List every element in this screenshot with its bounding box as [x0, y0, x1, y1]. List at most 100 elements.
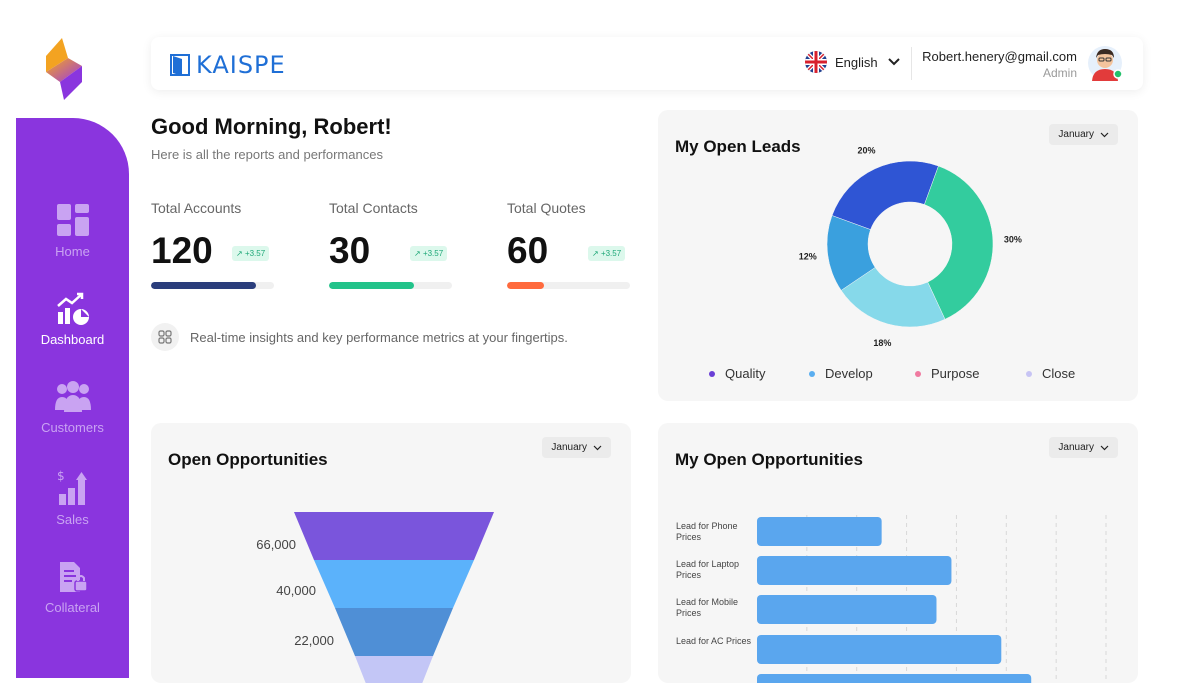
insight-text: Real-time insights and key performance m…: [190, 329, 568, 345]
progress-bar: [329, 282, 452, 289]
legend-label: Purpose: [931, 366, 980, 381]
stat-total-quotes: Total Quotes 60 ↗ +3.57: [507, 200, 632, 289]
svg-text:$: $: [57, 469, 65, 483]
legend-dot: [915, 370, 921, 377]
chevron-down-icon: [1100, 132, 1109, 137]
legend-label: Close: [1042, 366, 1076, 381]
month-dropdown[interactable]: January: [542, 437, 611, 458]
sidebar-item-label: Home: [55, 244, 90, 259]
sidebar: Home Dashboard Customers: [16, 118, 129, 678]
sidebar-item-collateral[interactable]: Collateral: [16, 560, 129, 615]
card-my-open-opportunities: My Open Opportunities January Lead for P…: [658, 423, 1138, 683]
month-label: January: [1058, 129, 1094, 140]
month-label: January: [551, 442, 587, 453]
legend-dot: [809, 370, 815, 377]
bar[interactable]: [757, 595, 937, 624]
stat-label: Total Quotes: [507, 200, 586, 216]
card-title: Open Opportunities: [168, 450, 328, 469]
funnel-label: 40,000: [276, 583, 316, 598]
donut-slice[interactable]: [831, 160, 939, 230]
user-role: Admin: [1042, 66, 1077, 80]
bar-category-label: Lead for Phone Prices: [676, 521, 738, 542]
sidebar-item-label: Sales: [56, 512, 89, 527]
chevron-down-icon: [887, 58, 900, 66]
stat-value: 30: [329, 230, 371, 271]
bar[interactable]: [757, 635, 1002, 664]
bar[interactable]: [757, 517, 882, 546]
trend-badge: ↗ +3.57: [232, 246, 270, 261]
donut-slice[interactable]: [924, 165, 994, 320]
page-title: Good Morning, Robert!: [151, 114, 392, 139]
stat-value: 120: [151, 230, 213, 271]
funnel-segment[interactable]: [294, 512, 494, 560]
top-header: KAISPE English Robert.henery@: [151, 37, 1143, 90]
customers-group-icon: [54, 381, 91, 412]
trend-value: +3.57: [244, 249, 266, 258]
page-subtitle: Here is all the reports and performances: [151, 147, 383, 162]
bar-category-label: Lead for AC Prices: [676, 636, 752, 646]
brand-door-icon: [170, 54, 190, 76]
donut-chart: 20% 30% 18% 12%: [799, 146, 1022, 349]
progress-fill: [151, 282, 256, 289]
trend-badge: ↗ +3.57: [410, 246, 448, 261]
donut-slice[interactable]: [840, 267, 946, 328]
bar-category-label: Lead for Laptop Prices: [676, 559, 740, 580]
uk-flag-icon: [805, 51, 827, 73]
legend-item-purpose: Purpose: [915, 366, 979, 381]
sidebar-item-customers[interactable]: Customers: [16, 380, 129, 435]
sales-bar-icon: $: [57, 469, 87, 505]
legend-dot: [709, 370, 715, 377]
avatar[interactable]: [1087, 45, 1123, 81]
stat-label: Total Contacts: [329, 200, 418, 216]
card-title: My Open Opportunities: [675, 450, 863, 469]
progress-fill: [329, 282, 414, 289]
bar[interactable]: [757, 674, 1032, 683]
funnel-segment[interactable]: [355, 656, 433, 683]
app-logo[interactable]: [40, 36, 88, 102]
trend-value: +3.57: [600, 249, 622, 258]
funnel-segment[interactable]: [314, 560, 474, 608]
card-open-opportunities: Open Opportunities January 66,000 40,000…: [151, 423, 631, 683]
insight-note: Real-time insights and key performance m…: [151, 323, 568, 351]
donut-slice-label: 30%: [1004, 235, 1022, 245]
trend-value: +3.57: [422, 249, 444, 258]
collateral-doc-icon: [59, 562, 88, 592]
donut-slice-label: 18%: [873, 338, 891, 348]
progress-fill: [507, 282, 544, 289]
funnel-label: 22,000: [294, 633, 334, 648]
legend-item-quality: Quality: [709, 366, 765, 381]
legend-label: Quality: [725, 366, 766, 381]
bar[interactable]: [757, 556, 952, 585]
sidebar-item-dashboard[interactable]: Dashboard: [16, 290, 129, 347]
user-email: Robert.henery@gmail.com: [922, 49, 1077, 64]
grid-icon: [151, 323, 179, 351]
brand-name: KAISPE: [196, 51, 286, 79]
stat-value: 60: [507, 230, 549, 271]
sidebar-item-sales[interactable]: $ Sales: [16, 468, 129, 527]
donut-slice-label: 20%: [858, 146, 876, 156]
funnel-chart: [294, 512, 494, 683]
trend-badge: ↗ +3.57: [588, 246, 626, 261]
funnel-label: 66,000: [256, 537, 296, 552]
month-label: January: [1058, 442, 1094, 453]
stat-total-contacts: Total Contacts 30 ↗ +3.57: [329, 200, 454, 289]
legend-dot: [1026, 370, 1032, 377]
month-dropdown[interactable]: January: [1049, 437, 1118, 458]
sidebar-item-label: Collateral: [45, 600, 100, 615]
month-dropdown[interactable]: January: [1049, 124, 1118, 145]
donut-slice[interactable]: [826, 215, 876, 291]
language-selector[interactable]: English: [805, 51, 900, 73]
legend-item-close: Close: [1026, 366, 1075, 381]
legend-item-develop: Develop: [809, 366, 873, 381]
progress-bar: [151, 282, 274, 289]
card-my-open-leads: My Open Leads January 20% 30% 18% 12% Quali…: [658, 110, 1138, 401]
chevron-down-icon: [593, 445, 602, 450]
sidebar-item-label: Customers: [41, 420, 104, 435]
funnel-segment[interactable]: [335, 608, 453, 656]
sidebar-item-home[interactable]: Home: [16, 202, 129, 259]
brand-logo[interactable]: KAISPE: [170, 51, 286, 79]
bar-chart: [757, 515, 1107, 683]
language-label: English: [835, 54, 878, 70]
bar-category-label: Lead for Mobile Prices: [676, 597, 739, 618]
